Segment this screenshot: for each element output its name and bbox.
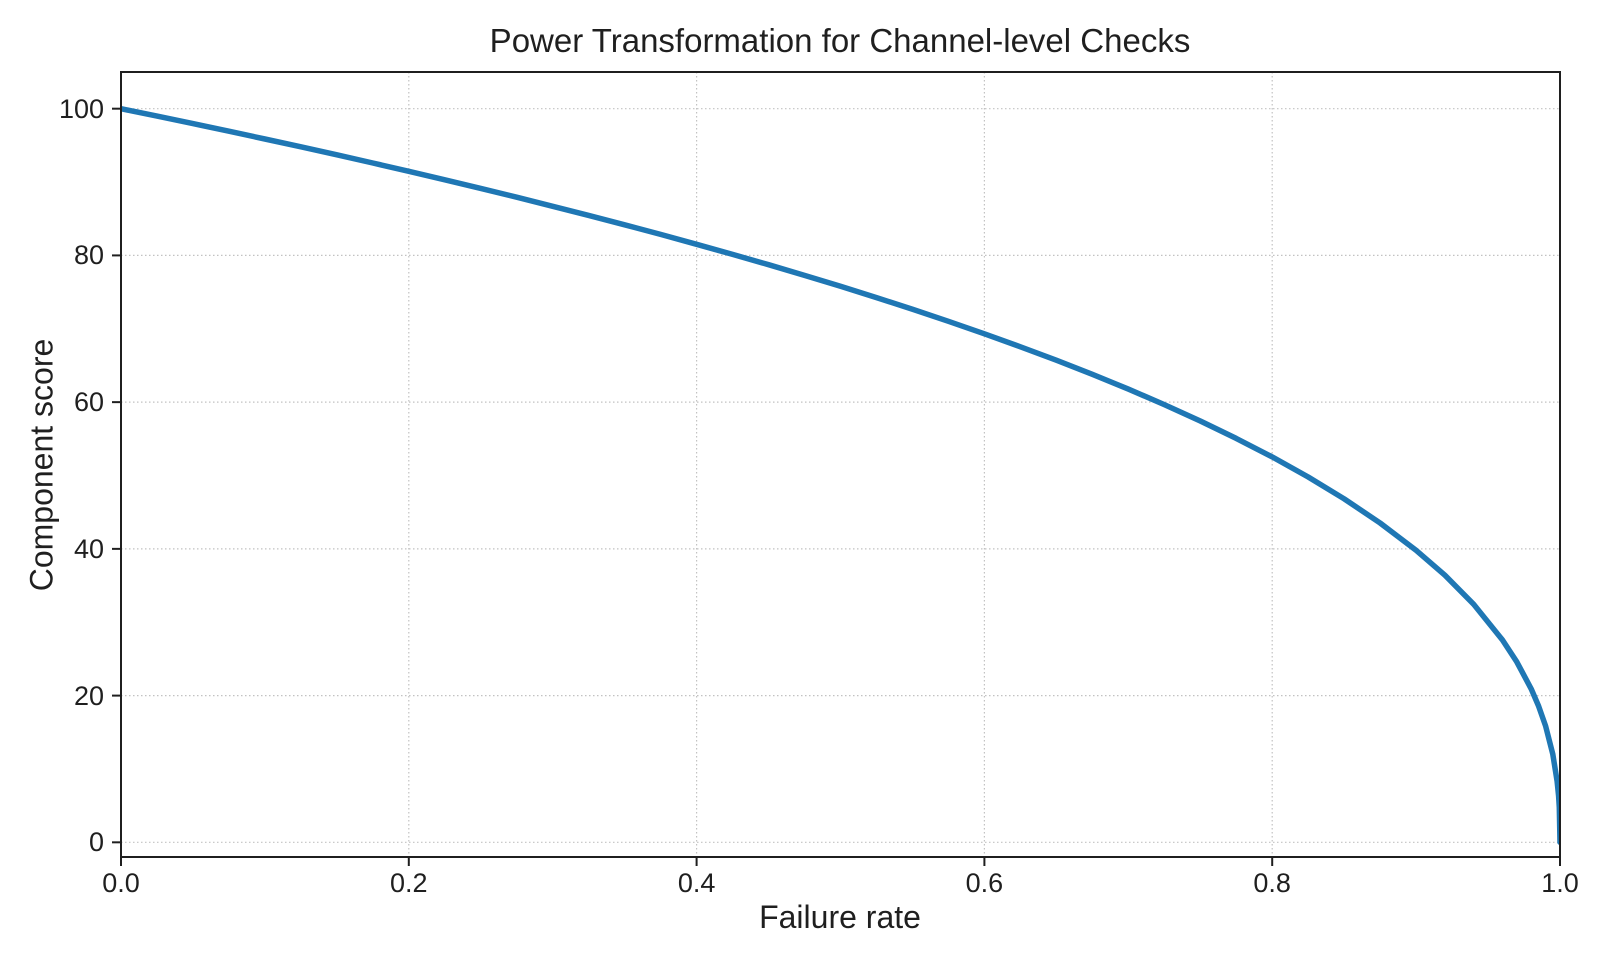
x-tick-label: 0.4 <box>677 868 716 898</box>
x-tick-label: 0.0 <box>102 868 140 898</box>
y-tick-label: 20 <box>73 680 104 711</box>
x-tick-label: 0.2 <box>390 868 428 898</box>
x-tick-label: 1.0 <box>1541 868 1579 898</box>
y-tick-label: 80 <box>73 240 104 271</box>
y-tick-label: 60 <box>73 387 104 418</box>
y-tick-label: 0 <box>88 827 104 858</box>
y-tick-label: 40 <box>73 533 104 564</box>
x-tick-label: 0.6 <box>965 868 1004 898</box>
chart-title: Power Transformation for Channel-level C… <box>489 22 1191 59</box>
x-tick-label: 0.8 <box>1253 868 1291 898</box>
x-axis-label: Failure rate <box>759 899 921 935</box>
y-tick-label: 100 <box>58 93 104 124</box>
axes-spines <box>120 71 1561 858</box>
series-line <box>121 105 1560 846</box>
